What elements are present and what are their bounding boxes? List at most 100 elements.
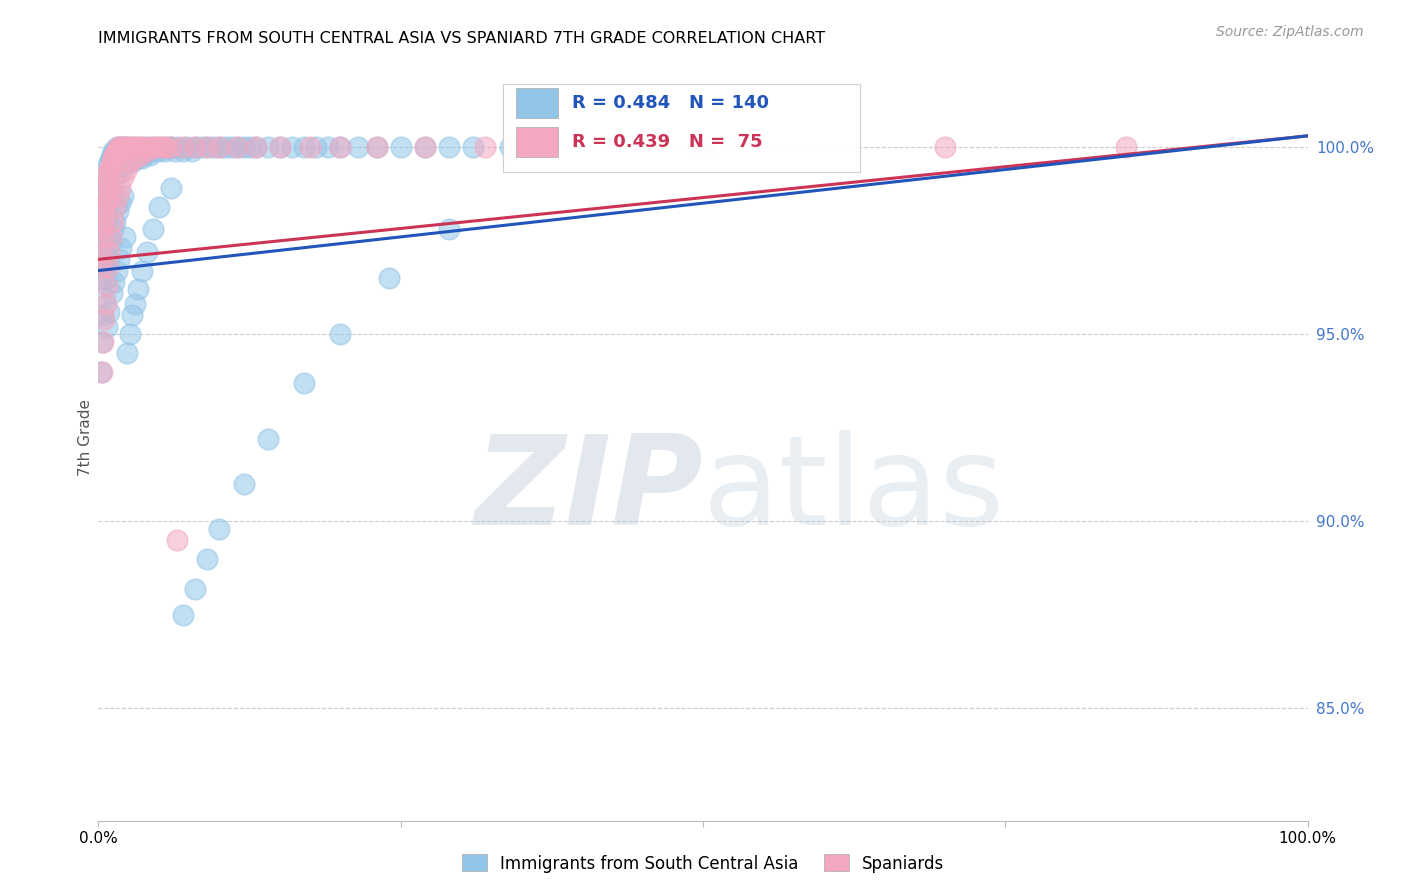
Point: [143, 140, 166, 154]
Point: [131, 263, 153, 277]
Point: [316, 140, 339, 154]
FancyBboxPatch shape: [516, 88, 558, 118]
Point: [103, 275, 125, 289]
Point: [329, 140, 352, 154]
Point: [111, 169, 134, 184]
Point: [89, 244, 111, 259]
Point: [90, 234, 112, 248]
Point: [104, 166, 127, 180]
Point: [96, 169, 118, 184]
Point: [131, 140, 153, 154]
Point: [98, 244, 121, 259]
Point: [120, 140, 142, 154]
Point: [107, 140, 129, 154]
Point: [256, 432, 278, 446]
Point: [94, 185, 117, 199]
Point: [91, 207, 114, 221]
Point: [103, 147, 125, 161]
Point: [110, 144, 132, 158]
Point: [195, 140, 218, 154]
Point: [107, 188, 129, 202]
Point: [93, 312, 115, 326]
Point: [437, 140, 460, 154]
Point: [105, 140, 128, 154]
Point: [107, 162, 129, 177]
Point: [94, 271, 117, 285]
FancyBboxPatch shape: [516, 127, 558, 156]
Point: [166, 533, 188, 547]
Point: [148, 144, 170, 158]
Point: [108, 140, 131, 154]
Point: [100, 174, 122, 188]
Point: [184, 140, 207, 154]
Point: [110, 144, 132, 158]
Point: [190, 140, 212, 154]
Text: R = 0.439   N =  75: R = 0.439 N = 75: [572, 133, 763, 151]
Point: [90, 271, 112, 285]
Point: [347, 140, 370, 154]
Point: [108, 181, 131, 195]
Point: [195, 140, 218, 154]
Point: [114, 140, 136, 154]
Point: [90, 222, 112, 236]
Point: [184, 582, 207, 596]
Point: [117, 155, 139, 169]
Point: [96, 169, 118, 184]
Point: [142, 140, 165, 154]
Point: [94, 219, 117, 233]
Point: [90, 260, 112, 274]
Point: [232, 140, 254, 154]
Point: [101, 215, 124, 229]
Point: [111, 155, 134, 169]
Point: [91, 200, 114, 214]
Point: [125, 140, 148, 154]
Point: [111, 188, 134, 202]
Point: [180, 144, 202, 158]
Point: [121, 155, 143, 169]
Point: [136, 140, 159, 154]
Point: [98, 155, 121, 169]
Point: [437, 222, 460, 236]
Point: [100, 234, 122, 248]
Point: [208, 140, 231, 154]
Point: [91, 334, 114, 349]
Point: [105, 159, 128, 173]
Point: [94, 297, 117, 311]
Point: [160, 140, 183, 154]
Point: [110, 241, 132, 255]
Text: atlas: atlas: [703, 430, 1005, 551]
Point: [93, 178, 115, 192]
Point: [292, 140, 315, 154]
Point: [91, 230, 114, 244]
Point: [90, 365, 112, 379]
Point: [292, 376, 315, 390]
Point: [128, 147, 150, 161]
Point: [96, 319, 118, 334]
Point: [129, 140, 152, 154]
Point: [299, 140, 322, 154]
Point: [153, 140, 176, 154]
Point: [93, 290, 115, 304]
Point: [142, 144, 165, 158]
Point: [93, 185, 115, 199]
Point: [108, 144, 131, 158]
Point: [121, 309, 143, 323]
Point: [111, 140, 134, 154]
Point: [167, 140, 190, 154]
Point: [172, 144, 194, 158]
Point: [195, 551, 218, 566]
Point: [245, 140, 267, 154]
Point: [239, 140, 262, 154]
Text: R = 0.484   N = 140: R = 0.484 N = 140: [572, 94, 769, 112]
Point: [121, 140, 143, 154]
Point: [112, 140, 135, 154]
Point: [94, 196, 117, 211]
Point: [91, 244, 114, 259]
Point: [101, 162, 124, 177]
Point: [111, 140, 134, 154]
Point: [91, 215, 114, 229]
Point: [93, 215, 115, 229]
Point: [172, 140, 194, 154]
Point: [463, 140, 485, 154]
Point: [366, 140, 388, 154]
